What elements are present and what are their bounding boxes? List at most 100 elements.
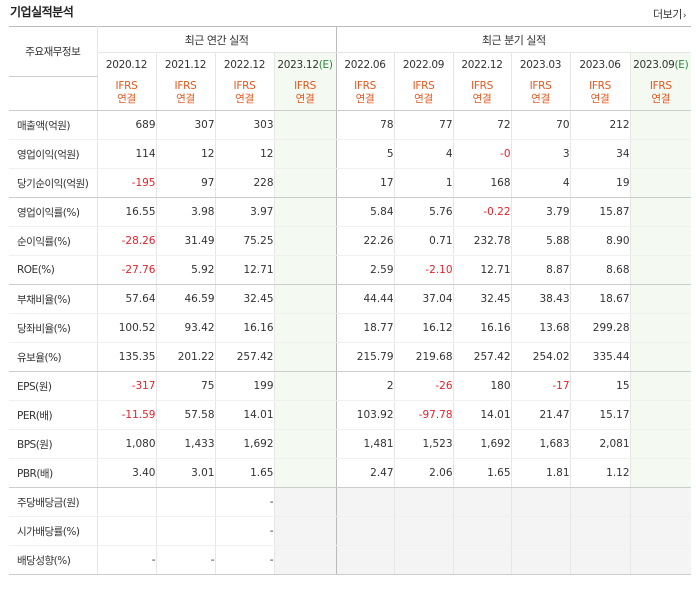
- value-cell: 228: [215, 168, 275, 198]
- value-cell: 37.04: [394, 284, 454, 314]
- value-cell: [274, 284, 337, 314]
- table-row: 순이익률(%) -28.26 31.49 75.25 22.26 0.71 232.78 5.…: [9, 226, 692, 256]
- row-label: 주당배당금(원): [9, 487, 98, 517]
- value-cell: -17: [511, 371, 571, 401]
- period-header: 2022.09: [394, 52, 454, 77]
- accounting-standard: IFRS 연결: [630, 76, 692, 111]
- value-cell: [274, 371, 337, 401]
- value-cell: 100.52: [97, 313, 157, 343]
- value-cell: 57.58: [156, 400, 216, 430]
- value-cell: 4: [511, 168, 571, 198]
- value-cell: [630, 342, 692, 372]
- value-cell: 3.98: [156, 197, 216, 227]
- value-cell: 16.16: [453, 313, 512, 343]
- value-cell: 57.64: [97, 284, 157, 314]
- value-cell: 1,080: [97, 429, 157, 459]
- value-cell: [570, 545, 631, 575]
- value-cell: [274, 139, 337, 169]
- value-cell: 689: [97, 110, 157, 140]
- table-row: 당기순이익(억원) -195 97 228 17 1 168 4 19: [9, 168, 692, 198]
- standard-top: IFRS: [471, 80, 493, 93]
- table-row: 배당성향(%) - - -: [9, 545, 692, 575]
- value-cell: [630, 516, 692, 546]
- table-row: 유보율(%) 135.35 201.22 257.42 215.79 219.68 257.…: [9, 342, 692, 372]
- value-cell: -26: [394, 371, 454, 401]
- value-cell: [274, 516, 337, 546]
- value-cell: [336, 487, 395, 517]
- value-cell: -27.76: [97, 255, 157, 285]
- table-row: EPS(원) -317 75 199 2 -26 180 -17 15: [9, 371, 692, 401]
- value-cell: 135.35: [97, 342, 157, 372]
- value-cell: -195: [97, 168, 157, 198]
- row-label: BPS(원): [9, 429, 98, 459]
- value-cell: 32.45: [453, 284, 512, 314]
- value-cell: [570, 487, 631, 517]
- accounting-standard: IFRS 연결: [570, 76, 631, 111]
- value-cell: 21.47: [511, 400, 571, 430]
- row-label: 배당성향(%): [9, 545, 98, 575]
- more-link[interactable]: 더보기›: [653, 6, 687, 22]
- standard-top: IFRS: [294, 80, 316, 93]
- value-cell: 14.01: [453, 400, 512, 430]
- row-label: 영업이익률(%): [9, 197, 98, 227]
- value-cell: 232.78: [453, 226, 512, 256]
- value-cell: -: [156, 545, 216, 575]
- value-cell: 219.68: [394, 342, 454, 372]
- standard-bottom: 연결: [295, 93, 315, 106]
- chevron-right-icon: ›: [682, 11, 687, 21]
- value-cell: [630, 197, 692, 227]
- value-cell: -317: [97, 371, 157, 401]
- value-cell: [274, 545, 337, 575]
- value-cell: 1,692: [453, 429, 512, 459]
- table-row: PBR(배) 3.40 3.01 1.65 2.47 2.06 1.65 1.81 1.12: [9, 458, 692, 488]
- standard-top: IFRS: [529, 80, 552, 93]
- table-row: ROE(%) -27.76 5.92 12.71 2.59 -2.10 12.71 8.87 8…: [9, 255, 692, 285]
- period-header: 2020.12: [97, 52, 157, 77]
- section-title: 기업실적분석: [10, 5, 74, 19]
- value-cell: 8.68: [570, 255, 631, 285]
- value-cell: 3.79: [511, 197, 571, 227]
- value-cell: -: [97, 545, 157, 575]
- value-cell: 199: [215, 371, 275, 401]
- more-label: 더보기: [653, 8, 682, 21]
- value-cell: 2.59: [336, 255, 395, 285]
- value-cell: 335.44: [570, 342, 631, 372]
- standard-bottom: 연결: [531, 93, 550, 106]
- period-label: 2023.06: [579, 58, 621, 71]
- value-cell: 1: [394, 168, 454, 198]
- value-cell: 0.71: [394, 226, 454, 256]
- table-row: 영업이익(억원) 114 12 12 5 4 -0 3 34: [9, 139, 692, 169]
- value-cell: [274, 168, 337, 198]
- period-label: 2023.09: [633, 58, 675, 71]
- standard-top: IFRS: [412, 80, 435, 93]
- value-cell: 12.71: [215, 255, 275, 285]
- value-cell: [274, 110, 337, 140]
- value-cell: 5.88: [511, 226, 571, 256]
- period-label: 2023.12: [277, 58, 319, 71]
- value-cell: 13.68: [511, 313, 571, 343]
- standard-top: IFRS: [589, 80, 611, 93]
- value-cell: [630, 371, 692, 401]
- value-cell: [274, 429, 337, 459]
- value-cell: 2: [336, 371, 395, 401]
- period-header: 2023.09(E): [630, 52, 692, 77]
- value-cell: 1,692: [215, 429, 275, 459]
- value-cell: 307: [156, 110, 216, 140]
- accounting-standard: IFRS 연결: [215, 76, 275, 111]
- row-label: ROE(%): [9, 255, 98, 285]
- value-cell: 257.42: [215, 342, 275, 372]
- accounting-standard: IFRS 연결: [336, 76, 395, 111]
- value-cell: [630, 284, 692, 314]
- value-cell: 254.02: [511, 342, 571, 372]
- table-row: PER(배) -11.59 57.58 14.01 103.92 -97.78 14.01 2…: [9, 400, 692, 430]
- value-cell: [274, 458, 337, 488]
- value-cell: 19: [570, 168, 631, 198]
- value-cell: 38.43: [511, 284, 571, 314]
- financial-table: 주요재무정보 최근 연간 실적 최근 분기 실적 2020.12 2021.12 2…: [9, 26, 692, 575]
- value-cell: [630, 110, 692, 140]
- value-cell: 17: [336, 168, 395, 198]
- value-cell: 78: [336, 110, 395, 140]
- period-header: 2023.03: [511, 52, 571, 77]
- table-row: 당좌비율(%) 100.52 93.42 16.16 18.77 16.12 16.16 13…: [9, 313, 692, 343]
- table-row: 주당배당금(원) -: [9, 487, 692, 517]
